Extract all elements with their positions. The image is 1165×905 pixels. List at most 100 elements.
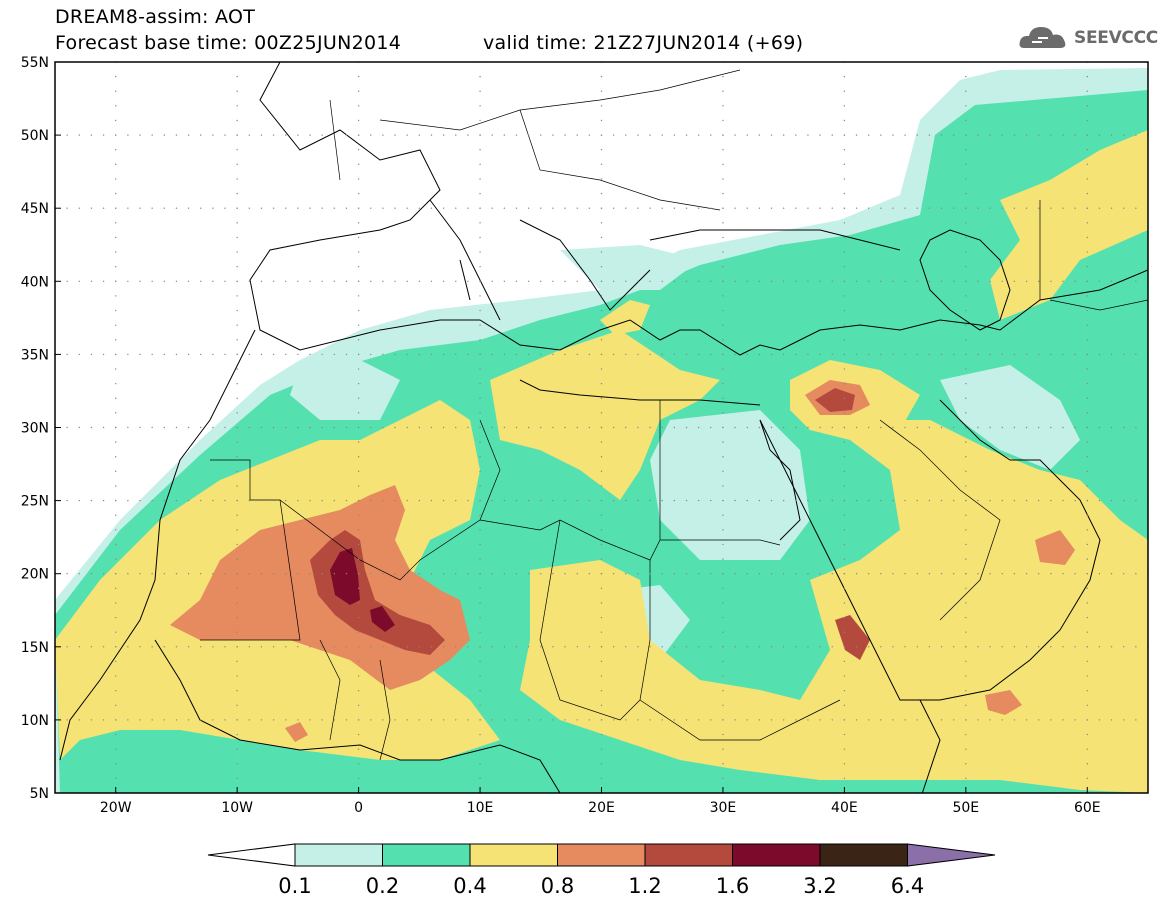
grid-dot: [685, 646, 688, 648]
colorbar-label: 0.8: [541, 874, 574, 898]
grid-dot: [1086, 573, 1088, 575]
grid-dot: [965, 192, 967, 195]
grid-dot: [345, 646, 348, 648]
grid-dot: [965, 485, 967, 487]
grid-dot: [297, 426, 299, 429]
grid-dot: [151, 134, 153, 136]
colorbar-under-triangle: [207, 843, 296, 867]
grid-dot: [855, 280, 858, 282]
grid-dot: [1062, 134, 1064, 136]
grid-dot: [1074, 207, 1076, 209]
grid-dot: [333, 573, 336, 575]
grid-dot: [90, 207, 93, 209]
grid-dot: [430, 499, 433, 502]
grid-dot: [576, 207, 578, 209]
grid-dot: [357, 178, 360, 180]
grid-dot: [491, 646, 493, 648]
grid-dot: [1086, 529, 1088, 531]
grid-dot: [382, 280, 384, 282]
grid-dot: [710, 719, 712, 721]
grid-dot: [576, 573, 578, 575]
grid-dot: [200, 207, 202, 209]
grid-dot: [940, 353, 943, 356]
grid-dot: [928, 573, 931, 575]
grid-dot: [625, 646, 627, 648]
grid-dot: [552, 207, 554, 209]
grid-dot: [491, 426, 493, 429]
grid-dot: [1098, 573, 1101, 575]
grid-dot: [722, 251, 724, 253]
grid-dot: [357, 236, 360, 239]
grid-dot: [758, 280, 761, 282]
grid-dot: [479, 309, 481, 312]
grid-dot: [722, 280, 724, 282]
grid-dot: [357, 660, 360, 663]
grid-dot: [843, 602, 846, 604]
grid-dot: [333, 353, 336, 356]
grid-dot: [722, 368, 724, 370]
grid-dot: [965, 280, 967, 282]
grid-dot: [115, 149, 117, 151]
grid-dot: [722, 777, 724, 780]
grid-dot: [625, 573, 627, 575]
grid-dot: [1013, 280, 1016, 282]
grid-dot: [503, 426, 506, 429]
grid-dot: [479, 602, 481, 604]
grid-dot: [236, 90, 238, 92]
grid-dot: [710, 499, 712, 502]
grid-dot: [442, 207, 445, 209]
aot-contour-1.2-eritrea: [835, 615, 870, 660]
grid-dot: [394, 353, 396, 356]
grid-dot: [564, 426, 566, 429]
grid-dot: [673, 426, 676, 429]
grid-dot: [127, 499, 129, 502]
grid-dot: [989, 646, 991, 648]
grid-dot: [649, 499, 651, 502]
grid-dot: [685, 207, 688, 209]
grid-dot: [1013, 499, 1016, 502]
grid-dot: [503, 719, 506, 721]
grid-dot: [285, 719, 287, 721]
grid-dot: [965, 236, 967, 239]
grid-dot: [1086, 499, 1088, 502]
grid-dot: [1098, 646, 1101, 648]
grid-dot: [600, 324, 603, 326]
grid-dot: [758, 499, 761, 502]
grid-dot: [880, 426, 882, 429]
grid-dot: [357, 192, 360, 195]
grid-dot: [989, 499, 991, 502]
grid-dot: [297, 646, 299, 648]
grid-dot: [175, 207, 178, 209]
grid-dot: [200, 646, 202, 648]
grid-dot: [843, 573, 846, 575]
grid-dot: [115, 529, 117, 531]
grid-dot: [661, 426, 663, 429]
grid-dot: [382, 573, 384, 575]
grid-dot: [1050, 426, 1052, 429]
grid-dot: [260, 573, 263, 575]
grid-dot: [612, 646, 615, 648]
grid-dot: [576, 499, 578, 502]
grid-dot: [600, 397, 603, 399]
lat-label: 20N: [21, 567, 49, 583]
grid-dot: [357, 207, 360, 209]
grid-dot: [78, 280, 80, 282]
grid-dot: [418, 573, 421, 575]
grid-dot: [297, 353, 299, 356]
grid-dot: [965, 631, 967, 633]
grid-dot: [187, 134, 190, 136]
grid-dot: [139, 573, 141, 575]
grid-dot: [467, 646, 469, 648]
grid-dot: [236, 529, 238, 531]
grid-dot: [989, 280, 991, 282]
lat-label: 40N: [21, 274, 49, 290]
grid-dot: [236, 368, 238, 370]
grid-dot: [734, 280, 736, 282]
grid-dot: [479, 353, 481, 356]
grid-dot: [357, 704, 360, 706]
grid-dot: [612, 426, 615, 429]
grid-dot: [661, 134, 663, 136]
grid-dot: [661, 353, 663, 356]
grid-dot: [236, 75, 238, 78]
grid-dot: [236, 675, 238, 677]
